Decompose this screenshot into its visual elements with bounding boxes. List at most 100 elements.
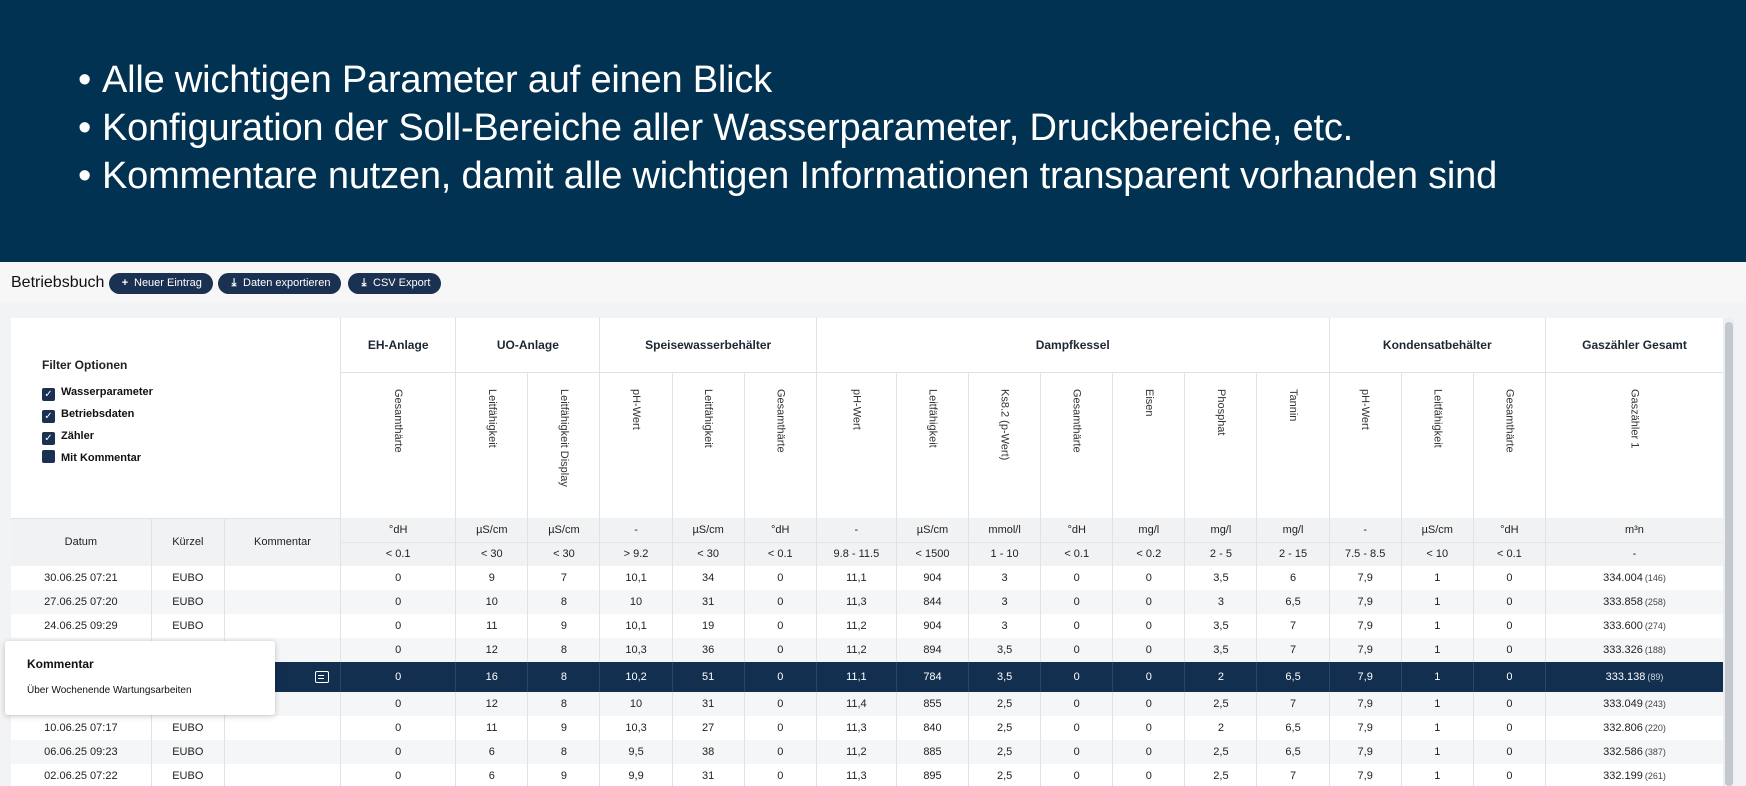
cell-value: 1 <box>1401 692 1474 716</box>
cell-value: 0 <box>1112 692 1186 716</box>
logbook-table: Filter Optionen ✓ Wasserparameter ✓ Betrie… <box>11 318 1723 786</box>
unit-label: µS/cm <box>527 518 601 542</box>
cell-value: 9 <box>527 764 601 786</box>
checkbox-checked-icon[interactable]: ✓ <box>42 388 55 401</box>
cell-value: 10,2 <box>599 662 673 692</box>
cell-value: 7 <box>527 566 601 590</box>
cell-value: 6,5 <box>1256 740 1330 764</box>
unit-label: µS/cm <box>672 518 745 542</box>
cell-value: 7,9 <box>1329 662 1402 692</box>
cell-value: 12 <box>455 692 529 716</box>
cell-value: 0 <box>1112 638 1186 662</box>
column-header-datum[interactable]: Datum <box>11 518 152 566</box>
cell-value: 3 <box>968 566 1042 590</box>
group-header: Dampfkessel <box>816 318 1330 373</box>
cell-value: 1 <box>1401 566 1474 590</box>
gas-meter-diff: (274) <box>1644 621 1666 631</box>
gas-meter-value: 333.858 <box>1603 596 1643 608</box>
gas-meter-diff: (387) <box>1644 747 1666 757</box>
parameter-label: pH-Wert <box>1359 388 1372 430</box>
cell-value: 10,1 <box>599 614 673 638</box>
cell-kuerzel: EUBO <box>151 716 225 740</box>
parameter-label: Gesamthärte <box>774 388 787 453</box>
cell-value: 0 <box>340 692 457 716</box>
gas-meter-diff: (243) <box>1644 699 1666 709</box>
filter-option-betriebsdaten[interactable]: ✓ Betriebsdaten <box>42 406 340 428</box>
group-header: Kondensatbehälter <box>1329 318 1546 373</box>
cell-gaszaehler: 333.326 (188) <box>1545 638 1723 662</box>
unit-label: - <box>1329 518 1402 542</box>
parameter-header: Ks8.2 (p-Wert) <box>968 372 1042 518</box>
parameter-label: Gesamthärte <box>1503 388 1516 453</box>
cell-value: 0 <box>744 590 817 614</box>
table-row[interactable]: 06.06.25 09:23 EUBO 0 6 8 9,5 38 0 11,2 885 2,5 0 0 2… <box>11 740 1723 764</box>
target-range-label: 9.8 - 11.5 <box>816 541 897 566</box>
table-row[interactable]: 24.06.25 09:29 EUBO 0 11 9 10,1 19 0 11,2 904 3 0 0 3… <box>11 614 1723 638</box>
cell-value: 11,4 <box>816 692 897 716</box>
checkbox-unchecked-icon[interactable] <box>42 450 55 463</box>
cell-value: 8 <box>527 692 601 716</box>
cell-value: 6,5 <box>1256 662 1330 692</box>
cell-value: 0 <box>1040 716 1114 740</box>
cell-value: 3 <box>968 614 1042 638</box>
cell-value: 894 <box>896 638 970 662</box>
cell-datum: 10.06.25 07:17 <box>11 716 152 740</box>
feature-bullet: • Kommentare nutzen, damit alle wichtigen… <box>78 155 1498 197</box>
export-data-button[interactable]: ⤓ Daten exportieren <box>218 273 342 294</box>
cell-value: 840 <box>896 716 970 740</box>
target-range-label: < 30 <box>455 541 529 566</box>
cell-value: 2,5 <box>1184 764 1258 786</box>
comment-icon[interactable] <box>315 670 330 683</box>
gas-meter-diff: (89) <box>1647 672 1664 682</box>
cell-value: 2,5 <box>1184 692 1258 716</box>
table-row[interactable]: 27.06.25 07:20 EUBO 0 10 8 10 31 0 11,3 844 3 0 0 3 6,… <box>11 590 1723 614</box>
table-row[interactable]: 0 12 8 10 31 0 11,4 855 2,5 0 0 2,5 7 7,9 1 0 333.049 (24… <box>11 692 1723 716</box>
cell-kuerzel: EUBO <box>151 566 225 590</box>
cell-value: 11,2 <box>816 614 897 638</box>
checkbox-checked-icon[interactable]: ✓ <box>42 410 55 423</box>
filter-option-wasserparameter[interactable]: ✓ Wasserparameter <box>42 384 340 406</box>
cell-value: 10,3 <box>599 716 673 740</box>
cell-value: 8 <box>527 638 601 662</box>
table-row[interactable]: 30.06.25 07:21 EUBO 0 9 7 10,1 34 0 11,1 904 3 0 0 3,… <box>11 566 1723 590</box>
cell-datum: 02.06.25 07:22 <box>11 764 152 786</box>
cell-value: 11,2 <box>816 638 897 662</box>
target-range-label: < 0.1 <box>1473 541 1546 566</box>
checkbox-checked-icon[interactable]: ✓ <box>42 432 55 445</box>
cell-value: 3,5 <box>968 662 1042 692</box>
new-entry-button[interactable]: + Neuer Eintrag <box>109 273 213 294</box>
gas-meter-value: 333.326 <box>1603 644 1643 656</box>
cell-value: 3 <box>1184 590 1258 614</box>
parameter-header: Eisen <box>1112 372 1186 518</box>
cell-value: 0 <box>1473 692 1546 716</box>
cell-value: 11,3 <box>816 590 897 614</box>
cell-value: 0 <box>1473 764 1546 786</box>
cell-value: 0 <box>340 566 457 590</box>
unit-label: - <box>816 518 897 542</box>
parameter-label: Phosphat <box>1214 388 1227 435</box>
parameter-label: Leitfähigkeit Display <box>557 388 570 487</box>
cell-value: 1 <box>1401 764 1474 786</box>
feature-bullet: • Alle wichtigen Parameter auf einen Blic… <box>78 59 773 101</box>
download-icon: ⤓ <box>361 277 367 289</box>
scrollbar-thumb[interactable] <box>1725 322 1733 786</box>
cell-value: 19 <box>672 614 745 638</box>
cell-value: 0 <box>340 764 457 786</box>
cell-value: 36 <box>672 638 745 662</box>
target-range-label: < 1500 <box>896 541 970 566</box>
cell-value: 0 <box>1473 638 1546 662</box>
intro-banner: • Alle wichtigen Parameter auf einen Blic… <box>0 0 1746 262</box>
column-header-kuerzel[interactable]: Kürzel <box>151 518 225 566</box>
cell-value: 11,1 <box>816 566 897 590</box>
parameter-header: Gaszähler 1 <box>1545 372 1723 518</box>
column-header-kommentar[interactable]: Kommentar <box>224 518 342 566</box>
unit-label: µS/cm <box>455 518 529 542</box>
cell-value: 11 <box>455 614 529 638</box>
table-row[interactable]: 10.06.25 07:17 EUBO 0 11 9 10,3 27 0 11,3 840 2,5 0… <box>11 716 1723 740</box>
filter-option-zaehler[interactable]: ✓ Zähler <box>42 428 340 450</box>
filter-option-mit-kommentar[interactable]: Mit Kommentar <box>42 450 340 472</box>
cell-value: 27 <box>672 716 745 740</box>
csv-export-button[interactable]: ⤓ CSV Export <box>348 273 442 294</box>
table-row[interactable]: 02.06.25 07:22 EUBO 0 6 9 9,9 31 0 11,3 895 2,5 0 0 2… <box>11 764 1723 786</box>
unit-label: mg/l <box>1184 518 1258 542</box>
